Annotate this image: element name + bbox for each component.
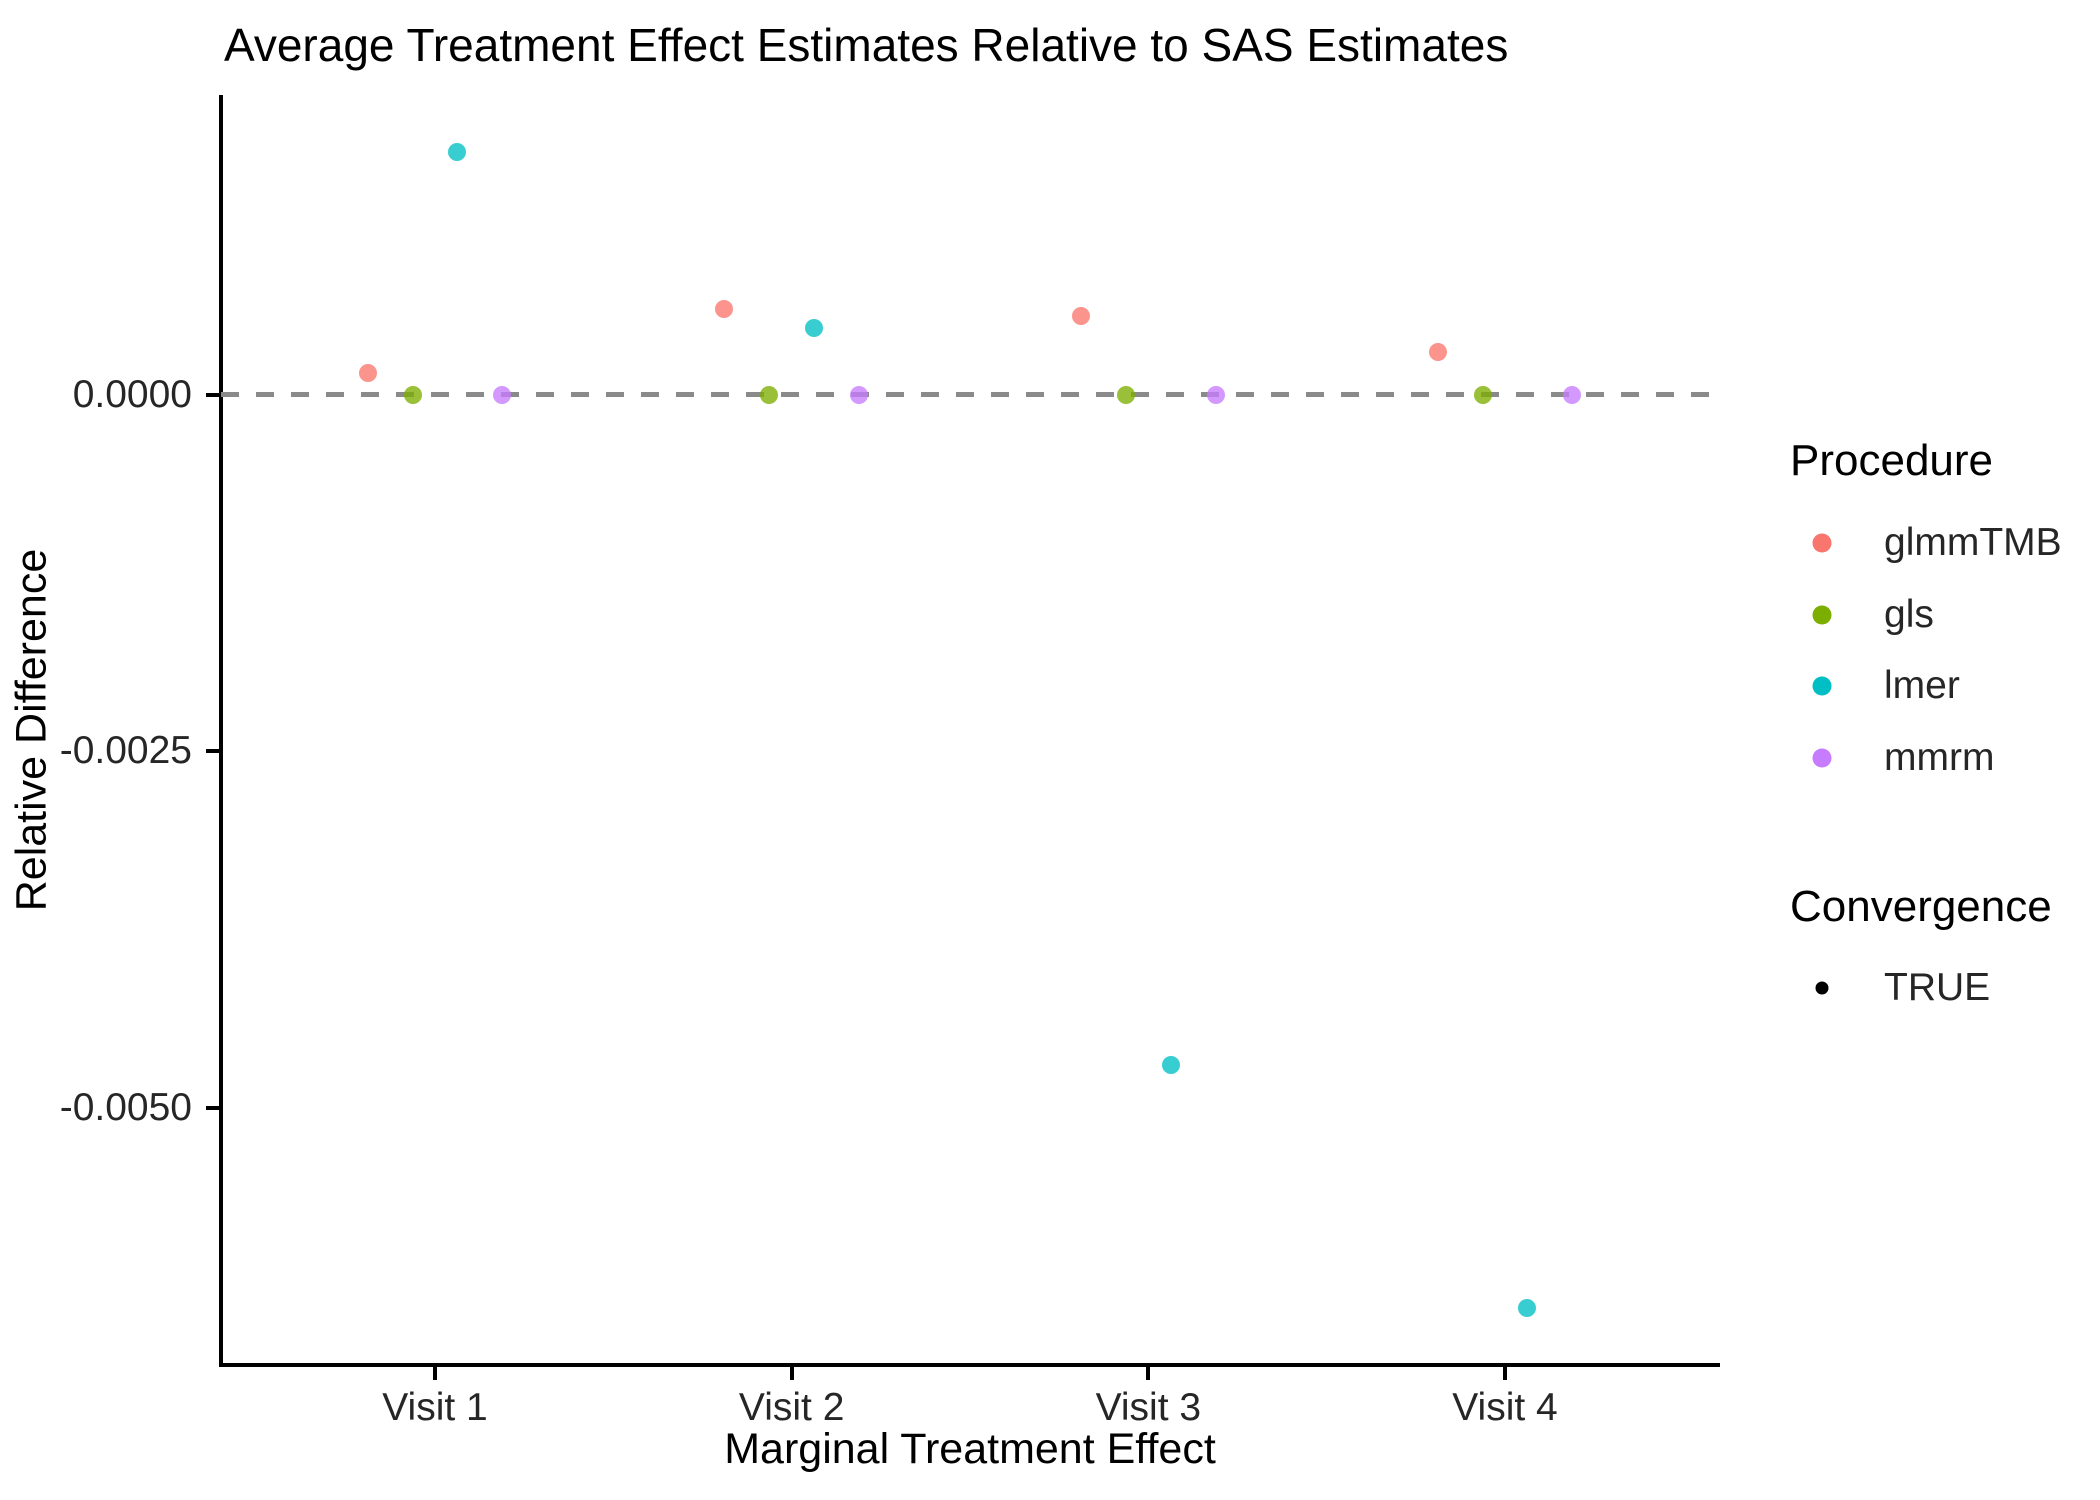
y-axis-line — [219, 95, 223, 1367]
legend-key-convergence-TRUE — [1815, 981, 1829, 995]
legend-label-convergence-TRUE: TRUE — [1884, 966, 1991, 1009]
data-point-gls-visit-4 — [1473, 385, 1492, 404]
x-tick-label: Visit 2 — [738, 1386, 845, 1429]
y-tick-label: 0.0000 — [72, 372, 192, 416]
data-point-mmrm-visit-4 — [1563, 385, 1582, 404]
legend-key-lmer — [1812, 676, 1832, 696]
legend-label-gls: gls — [1884, 592, 1934, 636]
data-point-lmer-visit-3 — [1161, 1056, 1180, 1075]
data-point-glmmTMB-visit-2 — [715, 300, 734, 319]
legend-label-glmmTMB: glmmTMB — [1884, 521, 2062, 564]
x-axis-title: Marginal Treatment Effect — [724, 1425, 1216, 1473]
y-tick-label: -0.0050 — [59, 1086, 192, 1130]
legend-key-gls — [1812, 605, 1832, 625]
legend-label-mmrm: mmrm — [1884, 736, 1995, 780]
x-axis-line — [219, 1363, 1720, 1367]
y-tick-mark — [206, 749, 220, 754]
x-tick-label: Visit 3 — [1095, 1386, 1202, 1429]
data-point-mmrm-visit-3 — [1206, 385, 1225, 404]
legend-convergence-title: Convergence — [1790, 882, 2052, 931]
data-point-mmrm-visit-2 — [849, 385, 868, 404]
legend-key-mmrm — [1812, 748, 1832, 768]
data-point-lmer-visit-2 — [805, 318, 824, 337]
x-tick-label: Visit 4 — [1452, 1386, 1558, 1429]
x-tick-mark — [789, 1366, 794, 1380]
x-tick-mark — [433, 1366, 437, 1380]
data-point-gls-visit-2 — [760, 385, 779, 404]
data-point-glmmTMB-visit-3 — [1072, 307, 1091, 326]
legend-procedure-title: Procedure — [1790, 436, 1994, 485]
chart-title: Average Treatment Effect Estimates Relat… — [224, 19, 1509, 71]
legend-label-lmer: lmer — [1884, 664, 1960, 708]
zero-reference-line — [221, 392, 1719, 398]
y-tick-label: -0.0025 — [59, 729, 192, 773]
data-point-lmer-visit-4 — [1518, 1298, 1537, 1317]
x-tick-mark — [1146, 1366, 1151, 1380]
legend-key-glmmTMB — [1812, 533, 1832, 553]
data-point-mmrm-visit-1 — [493, 385, 512, 404]
data-point-gls-visit-1 — [403, 385, 422, 404]
y-tick-mark — [206, 1106, 220, 1111]
data-point-lmer-visit-1 — [448, 143, 467, 162]
data-point-glmmTMB-visit-1 — [358, 364, 377, 383]
x-tick-label: Visit 1 — [382, 1386, 488, 1429]
y-axis-title: Relative Difference — [7, 548, 56, 912]
x-tick-mark — [1503, 1366, 1507, 1380]
data-point-gls-visit-3 — [1116, 385, 1135, 404]
data-point-glmmTMB-visit-4 — [1428, 342, 1447, 361]
y-tick-mark — [206, 392, 220, 397]
